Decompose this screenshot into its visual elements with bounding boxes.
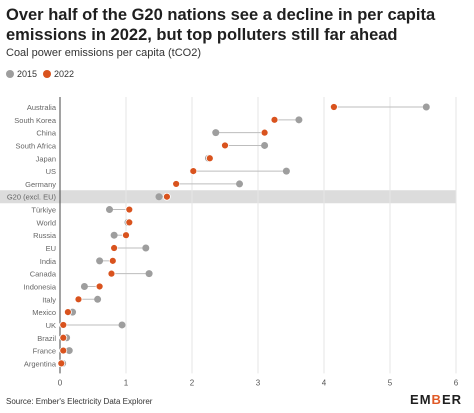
- dot-2022: [172, 180, 181, 188]
- category-label: UK: [46, 321, 56, 330]
- x-tick-label: 6: [454, 378, 459, 387]
- category-label: France: [33, 347, 56, 356]
- dot-2022: [260, 128, 269, 137]
- legend-label-2015: 2015: [17, 69, 38, 79]
- x-tick-label: 2: [190, 378, 195, 387]
- category-label: US: [46, 167, 56, 176]
- dot-2015: [96, 257, 104, 265]
- dot-2015: [110, 231, 118, 239]
- category-label: Germany: [25, 180, 56, 189]
- dot-2015: [261, 141, 269, 149]
- dot-2022: [125, 205, 134, 214]
- dot-2022: [329, 103, 338, 111]
- category-label: Brazil: [37, 334, 56, 343]
- dot-2015: [295, 116, 303, 124]
- x-tick-label: 5: [388, 378, 393, 387]
- category-label: Mexico: [32, 308, 56, 317]
- category-label: Russia: [33, 231, 57, 240]
- category-label: Canada: [30, 270, 57, 279]
- category-label: World: [37, 218, 56, 227]
- dot-2022: [59, 321, 68, 329]
- category-label: India: [40, 257, 57, 266]
- dot-2015: [142, 244, 150, 252]
- dot-2022: [108, 256, 117, 265]
- dot-2015: [155, 193, 163, 201]
- chart-subtitle: Coal power emissions per capita (tCO2): [6, 47, 202, 59]
- dot-2015: [212, 129, 220, 137]
- dot-2015: [80, 282, 88, 290]
- dot-2015: [65, 347, 73, 355]
- legend-item-2022: 2022: [43, 69, 74, 79]
- dot-2022: [122, 231, 130, 240]
- legend-label-2022: 2022: [54, 69, 75, 79]
- legend-item-2015: 2015: [6, 69, 37, 79]
- dot-2022: [64, 308, 72, 317]
- category-label: China: [36, 129, 56, 138]
- dot-2015: [422, 103, 430, 111]
- chart-title: Over half of the G20 nations see a decli…: [6, 6, 436, 44]
- x-tick-label: 3: [256, 378, 261, 387]
- category-label: Indonesia: [23, 282, 56, 291]
- category-label: Italy: [42, 295, 56, 304]
- legend-marker-2022: [43, 70, 52, 78]
- dot-2015: [282, 167, 290, 175]
- highlight-band: [0, 190, 456, 204]
- dot-2022: [59, 333, 68, 342]
- category-label: South Africa: [16, 141, 57, 150]
- dot-2022: [125, 218, 134, 227]
- legend-marker-2015: [6, 70, 14, 78]
- category-label: Australia: [27, 103, 57, 112]
- ember-logo: EMBER: [410, 392, 462, 407]
- x-tick-label: 1: [124, 378, 129, 387]
- dot-2022: [57, 359, 66, 368]
- dot-2015: [145, 270, 153, 278]
- category-label: Japan: [36, 154, 56, 163]
- source-note: Source: Ember's Electricity Data Explore…: [6, 397, 153, 406]
- dot-2022: [107, 269, 116, 278]
- category-label: South Korea: [14, 116, 57, 125]
- dot-2015: [118, 321, 126, 329]
- dot-2022: [221, 141, 229, 150]
- category-label: Argentina: [24, 359, 57, 368]
- dot-2022: [205, 154, 214, 163]
- dot-2022: [163, 192, 171, 201]
- dot-2022: [74, 295, 83, 304]
- category-label: Türkiye: [31, 206, 56, 215]
- dot-2022: [59, 346, 68, 355]
- x-tick-label: 4: [322, 378, 327, 387]
- dot-2015: [106, 206, 113, 214]
- dot-2022: [270, 115, 279, 124]
- dot-2022: [95, 282, 104, 291]
- dot-2022: [189, 167, 198, 176]
- dot-2015: [236, 180, 244, 188]
- category-label: G20 (excl. EU): [7, 193, 57, 202]
- dot-2022: [110, 244, 119, 252]
- x-tick-label: 0: [58, 378, 63, 387]
- legend: 2015 2022: [6, 69, 74, 79]
- category-label: EU: [46, 244, 56, 253]
- dot-2015: [94, 295, 102, 303]
